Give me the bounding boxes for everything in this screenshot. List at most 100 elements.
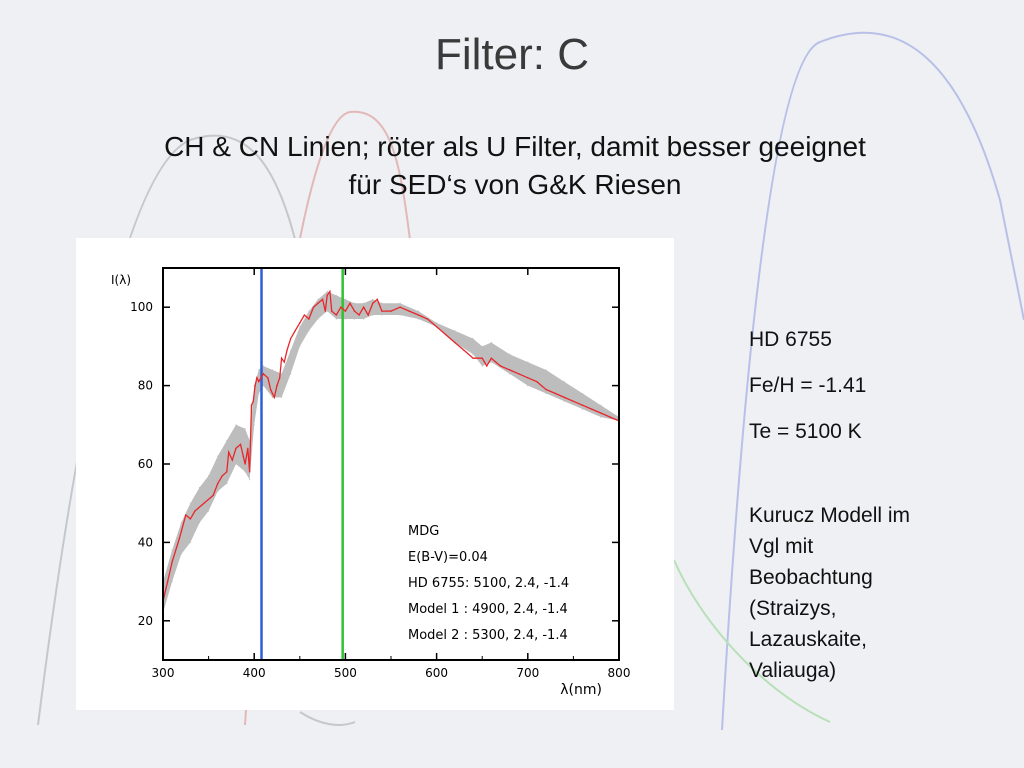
model1-point xyxy=(581,408,584,410)
model1-point xyxy=(417,318,419,320)
observed-point xyxy=(362,306,365,308)
observed-point xyxy=(344,310,347,312)
model1-point xyxy=(353,318,356,320)
observed-point xyxy=(221,475,223,477)
model2-point xyxy=(180,522,182,524)
model1-point xyxy=(326,310,328,312)
slide-subtitle: CH & CN Linien; röter als U Filter, dami… xyxy=(164,131,866,200)
legend-line-2: HD 6755: 5100, 2.4, -1.4 xyxy=(408,576,569,591)
observed-point xyxy=(609,416,611,418)
observed-point xyxy=(329,290,331,293)
legend-line-1: E(B-V)=0.04 xyxy=(408,550,488,565)
observed-point xyxy=(299,322,301,324)
model1-point xyxy=(527,385,529,387)
observed-point xyxy=(171,561,173,563)
model1-point xyxy=(317,318,319,320)
observed-point xyxy=(194,510,196,512)
observed-point xyxy=(335,314,337,316)
observed-point xyxy=(248,471,251,473)
observed-point xyxy=(273,396,275,399)
model2-point xyxy=(271,369,274,371)
model1-point xyxy=(545,392,547,395)
observed-point xyxy=(235,447,237,450)
y-tick-label: 80 xyxy=(138,379,153,393)
model2-point xyxy=(490,341,492,344)
observed-point xyxy=(294,330,296,332)
model2-point xyxy=(545,369,547,371)
observed-point xyxy=(276,384,278,387)
observed-point xyxy=(247,447,249,450)
observed-point xyxy=(600,412,602,414)
model2-point xyxy=(299,326,301,328)
model2-point xyxy=(308,310,310,312)
model2-point xyxy=(600,404,602,406)
model1-point xyxy=(381,314,383,316)
model1-point xyxy=(226,483,228,485)
model1-point xyxy=(563,400,565,402)
observed-point xyxy=(324,310,327,312)
model1-point xyxy=(235,463,237,465)
model2-point xyxy=(280,373,283,375)
observed-point xyxy=(399,306,401,308)
model2-point xyxy=(527,361,529,363)
model1-point xyxy=(508,373,511,375)
model2-point xyxy=(454,330,456,332)
x-tick-label: 700 xyxy=(516,666,539,680)
observed-point xyxy=(463,349,465,352)
observed-point xyxy=(376,298,379,301)
observed-point xyxy=(454,341,456,344)
observed-point xyxy=(408,310,410,312)
observed-point xyxy=(390,310,392,312)
observed-point xyxy=(508,369,511,371)
x-tick-label: 800 xyxy=(608,666,631,680)
observed-point xyxy=(326,294,328,297)
observed-point xyxy=(252,400,254,402)
observed-point xyxy=(590,408,593,410)
observed-point xyxy=(331,310,333,312)
observed-point xyxy=(481,357,483,359)
observed-point xyxy=(166,580,169,583)
observed-point xyxy=(563,396,565,399)
star-name: HD 6755 xyxy=(749,328,832,351)
model2-point xyxy=(198,486,201,489)
model2-point xyxy=(363,302,365,304)
observed-point xyxy=(212,494,214,497)
observed-point xyxy=(490,357,493,359)
observed-point xyxy=(381,310,383,312)
y-axis-label: I(λ) xyxy=(111,273,131,287)
temperature-value: Te = 5100 K xyxy=(749,420,862,443)
observed-point xyxy=(242,455,244,457)
observed-point xyxy=(340,306,342,308)
observed-point xyxy=(353,310,356,312)
observed-point xyxy=(280,357,283,359)
model1-point xyxy=(244,471,246,473)
model2-point xyxy=(581,392,584,395)
observed-point xyxy=(426,318,429,320)
observed-point xyxy=(254,384,256,387)
x-tick-label: 400 xyxy=(243,666,266,680)
chart-panel: 300 400 500 600 700 800 20 40 60 80 100 I(λ) λ(nm) MD… xyxy=(76,238,674,710)
model1-point xyxy=(399,314,401,316)
observed-point xyxy=(499,365,502,367)
model2-point xyxy=(290,349,292,351)
observed-point xyxy=(358,314,360,316)
observed-point xyxy=(581,404,584,406)
model1-point xyxy=(472,353,474,355)
model2-point xyxy=(481,345,483,347)
model2-point xyxy=(226,439,228,442)
observed-point xyxy=(185,514,187,516)
model1-point xyxy=(290,373,292,375)
observed-point xyxy=(217,482,219,485)
observed-point xyxy=(271,392,274,395)
decor-arc-gray xyxy=(37,134,301,726)
observed-point xyxy=(289,337,292,340)
model1-point xyxy=(249,479,251,481)
slide-title: Filter: C xyxy=(435,30,589,79)
model-band xyxy=(163,291,619,613)
legend-line-4: Model 2 : 5300, 2.4, -1.4 xyxy=(408,628,568,643)
model1-point xyxy=(280,396,283,398)
model2-point xyxy=(417,310,419,312)
observed-point xyxy=(283,361,285,363)
observed-point xyxy=(317,302,319,304)
model2-point xyxy=(381,302,383,304)
